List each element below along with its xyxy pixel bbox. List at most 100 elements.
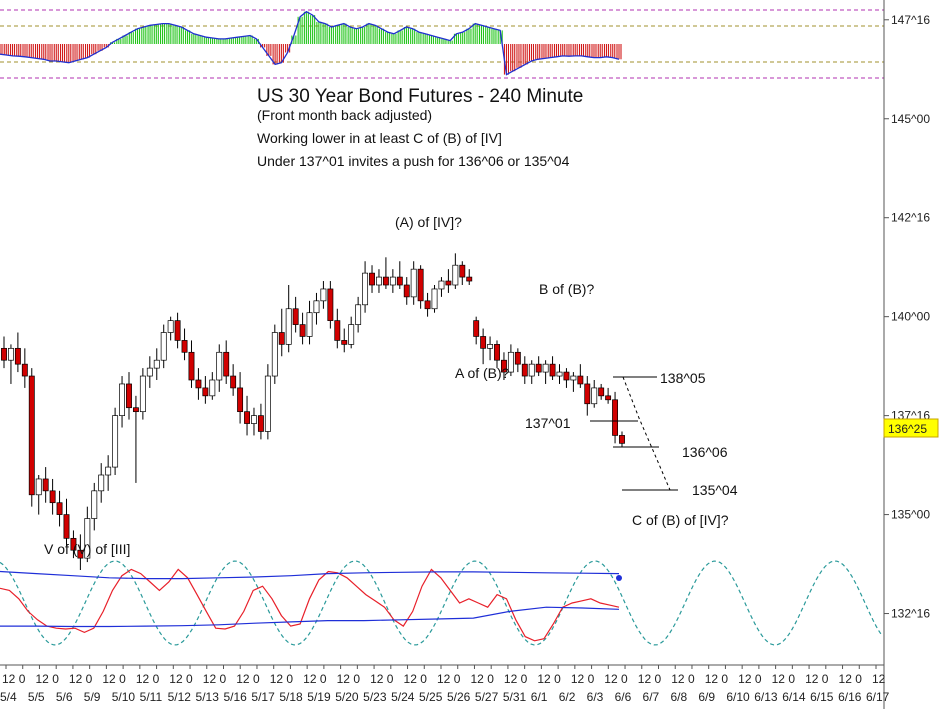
candle xyxy=(535,356,542,377)
candle xyxy=(84,506,91,563)
x-hour-label: 12 xyxy=(303,672,317,686)
x-hour-label: 12 xyxy=(604,672,618,686)
oscillator-red-line xyxy=(0,568,620,642)
candle xyxy=(209,372,216,400)
candle-body-down xyxy=(42,478,49,492)
candle-body-down xyxy=(278,332,285,345)
wave-label-c-of-b: C of (B) of [IV]? xyxy=(632,512,729,528)
y-tick-label: 142^16 xyxy=(891,211,930,225)
candle-body-down xyxy=(535,363,542,373)
candle-body-up xyxy=(119,383,125,416)
y-tick-label: 147^16 xyxy=(891,13,930,27)
x-hour-label: 0 xyxy=(52,672,59,686)
candle xyxy=(181,328,188,361)
x-hour-label: 0 xyxy=(755,672,762,686)
candle-body-up xyxy=(320,288,327,302)
x-hour-label: 0 xyxy=(353,672,360,686)
x-date-label: 6/15 xyxy=(810,690,834,704)
x-hour-label: 0 xyxy=(220,672,227,686)
candle-body-down xyxy=(181,340,188,353)
top-histogram-panel xyxy=(0,9,884,79)
x-hour-label: 0 xyxy=(655,672,662,686)
candle xyxy=(70,530,77,559)
candle-body-up xyxy=(306,312,313,337)
x-date-label: 6/6 xyxy=(615,690,632,704)
x-hour-label: 0 xyxy=(320,672,327,686)
candle xyxy=(487,336,494,361)
wave-label-a-of-b: A of (B)? xyxy=(455,365,510,381)
candle xyxy=(216,344,223,392)
x-hour-label: 12 xyxy=(504,672,518,686)
candle xyxy=(341,328,348,353)
candle-body-down xyxy=(49,490,56,504)
x-hour-label: 12 xyxy=(337,672,351,686)
candle-body-up xyxy=(452,264,459,286)
candle-body-up xyxy=(542,363,549,373)
x-hour-label: 12 xyxy=(236,672,250,686)
candle-body-down xyxy=(188,351,195,381)
candle-body-up xyxy=(209,379,216,397)
candle-body-down xyxy=(56,502,63,515)
x-hour-label: 12 xyxy=(872,672,886,686)
x-date-label: 6/17 xyxy=(866,690,890,704)
x-date-label: 5/18 xyxy=(279,690,303,704)
candle-body-up xyxy=(84,518,91,559)
x-hour-label: 0 xyxy=(855,672,862,686)
candle-body-down xyxy=(174,320,181,341)
candle-body-up xyxy=(591,387,598,405)
candle-body-up xyxy=(271,332,278,377)
wave-labels: (A) of [IV]? B of (B)? A of (B)? C of (B… xyxy=(44,214,729,557)
candle xyxy=(612,391,619,444)
candle xyxy=(195,368,202,400)
x-hour-label: 12 xyxy=(370,672,384,686)
level-label-135-04: 135^04 xyxy=(692,482,738,498)
candle xyxy=(584,376,591,416)
candle xyxy=(98,463,105,503)
x-date-label: 6/3 xyxy=(587,690,604,704)
x-date-label: 6/13 xyxy=(754,690,778,704)
candle-body-down xyxy=(396,276,403,286)
candle-body-down xyxy=(299,324,306,337)
x-date-label: 6/14 xyxy=(782,690,806,704)
x-hour-label: 12 xyxy=(470,672,484,686)
x-hour-label: 12 xyxy=(571,672,585,686)
candle-body-up xyxy=(313,300,320,314)
candle xyxy=(591,380,598,408)
candle-body-down xyxy=(501,359,507,373)
x-date-label: 6/10 xyxy=(726,690,750,704)
candle xyxy=(21,348,28,388)
x-hour-label: 0 xyxy=(621,672,628,686)
x-date-label: 5/17 xyxy=(251,690,275,704)
candle xyxy=(348,316,355,349)
x-hour-label: 12 xyxy=(270,672,284,686)
candle-body-down xyxy=(77,549,84,559)
candle-body-down xyxy=(28,375,35,496)
candle xyxy=(521,356,528,384)
projected-path xyxy=(622,376,671,491)
candle-body-up xyxy=(160,332,167,361)
candle xyxy=(264,364,271,440)
x-date-label: 5/16 xyxy=(223,690,247,704)
x-hour-label: 0 xyxy=(153,672,160,686)
x-date-label: 5/24 xyxy=(391,690,415,704)
candle xyxy=(153,348,160,380)
x-date-label: 6/1 xyxy=(531,690,548,704)
candle-body-up xyxy=(376,276,382,286)
candle xyxy=(507,344,514,377)
last-price-tag: 136^25 xyxy=(883,418,939,438)
candle xyxy=(202,376,209,404)
candle xyxy=(501,352,507,380)
cycle-dashed-line xyxy=(0,560,883,646)
candle-body-down xyxy=(584,383,591,405)
candle-body-down xyxy=(292,308,299,325)
x-date-label: 5/31 xyxy=(503,690,527,704)
x-date-label: 6/2 xyxy=(559,690,576,704)
candle-body-up xyxy=(153,359,160,369)
candle xyxy=(410,261,417,305)
candle xyxy=(369,265,375,293)
x-hour-label: 12 xyxy=(738,672,752,686)
candle xyxy=(271,324,278,384)
candle xyxy=(528,360,535,384)
candle-body-up xyxy=(146,367,153,377)
x-date-label: 5/9 xyxy=(84,690,101,704)
